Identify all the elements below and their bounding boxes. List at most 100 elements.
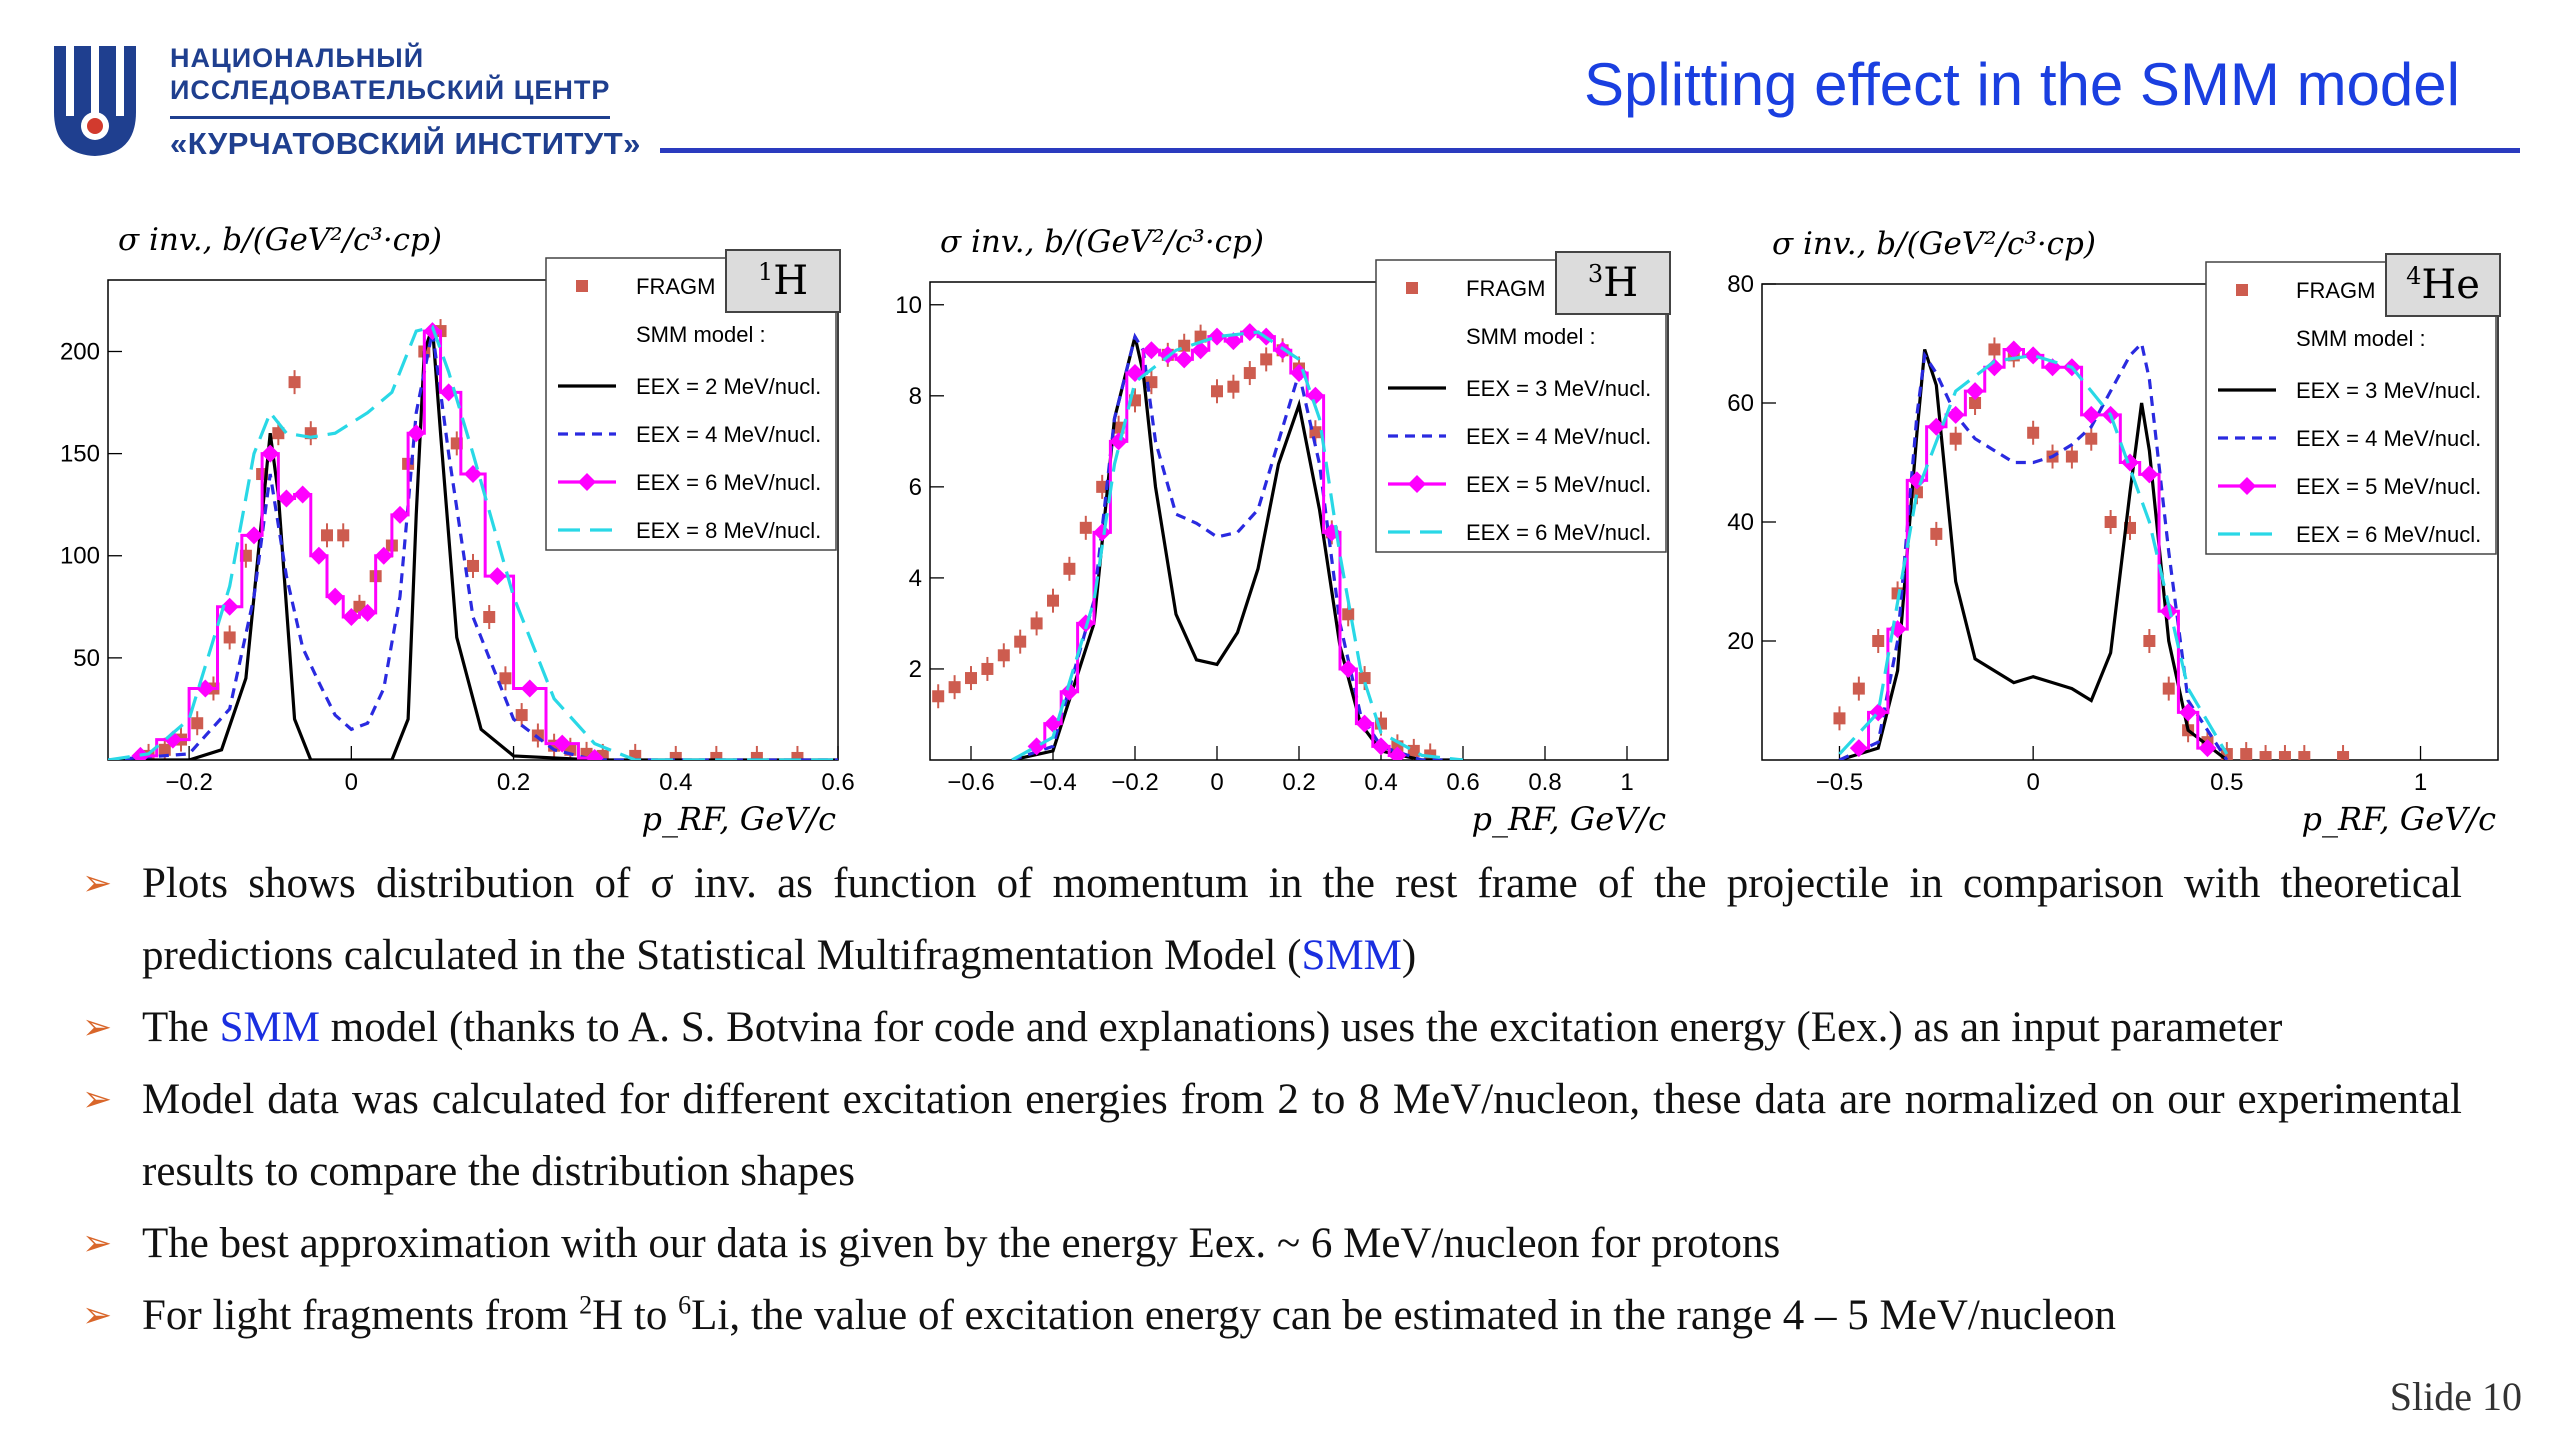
legend-swatch: [2236, 284, 2248, 296]
square-marker: [223, 631, 236, 644]
square-marker: [1342, 608, 1355, 621]
plot-area: [1833, 337, 2350, 760]
x-tick-label: 0.5: [2210, 769, 2243, 796]
square-marker: [1014, 635, 1027, 648]
smm-link[interactable]: SMM: [1301, 932, 1402, 979]
bullet-text: Plots shows distribution of σ inv. as fu…: [142, 860, 2462, 979]
x-tick-label: 0.4: [1364, 769, 1397, 796]
x-tick-label: 0.2: [1282, 769, 1315, 796]
legend-marker: [1408, 475, 1426, 493]
diamond-marker: [1175, 350, 1194, 369]
x-tick-label: 0.6: [821, 769, 854, 796]
diamond-marker: [196, 679, 215, 698]
bullet-text: The best approximation with our data is …: [142, 1220, 1781, 1267]
panel-label: 1H: [758, 258, 808, 304]
arrow-bullet-icon: ➢: [82, 1079, 113, 1120]
series-line: [1838, 340, 2229, 760]
y-tick-label: 80: [1727, 271, 1754, 298]
square-marker: [288, 376, 301, 389]
diamond-marker: [1142, 341, 1161, 360]
panel-label-element: H: [1603, 260, 1638, 306]
legend-label: EEX = 4 MeV/nucl.: [1466, 424, 1651, 449]
mass-number: 6: [678, 1290, 692, 1320]
legend-label: EEX = 2 MeV/nucl.: [636, 374, 821, 399]
legend-label: EEX = 3 MeV/nucl.: [2296, 378, 2481, 403]
diamond-marker: [293, 485, 312, 504]
square-marker: [981, 662, 994, 675]
square-marker: [1063, 562, 1076, 575]
diamond-marker: [1322, 523, 1341, 542]
diamond-marker: [1339, 659, 1358, 678]
square-marker: [750, 751, 763, 760]
diamond-marker: [261, 444, 280, 463]
x-tick-label: 0.6: [1446, 769, 1479, 796]
kurchatov-emblem-icon: [50, 42, 140, 158]
x-tick-label: 0: [2026, 769, 2039, 796]
panel-label: 3H: [1588, 260, 1638, 306]
diamond-marker: [1927, 417, 1946, 436]
square-marker: [158, 743, 171, 756]
panel-label-element: H: [773, 258, 808, 304]
legend-label: EEX = 6 MeV/nucl.: [2296, 522, 2481, 547]
plot-area: [932, 323, 1464, 760]
diamond-marker: [1388, 746, 1407, 760]
chart-1H: 50 100 150 200 −0.2 0 0.2 0.4 0.6 σ inv., b/(GeV²…: [60, 222, 855, 838]
plot-area: [108, 319, 838, 760]
square-marker: [1030, 617, 1043, 630]
diamond-marker: [326, 587, 345, 606]
x-axis-label: p_RF, GeV/c: [1472, 800, 1667, 838]
square-marker: [1096, 480, 1109, 493]
series-line: [108, 325, 838, 760]
smm-link[interactable]: SMM: [219, 1004, 320, 1051]
logo-line-1: НАЦИОНАЛЬНЫЙ: [170, 43, 425, 73]
y-tick-label: 150: [60, 441, 100, 468]
x-tick-label: 0: [1210, 769, 1223, 796]
legend-label: FRAGM: [1466, 276, 1545, 301]
x-tick-label: 0.4: [659, 769, 692, 796]
panel-label: 4He: [2406, 262, 2480, 308]
legend-label: EEX = 4 MeV/nucl.: [2296, 426, 2481, 451]
diamond-marker: [520, 679, 539, 698]
bullet-item: ➢ Plots shows distribution of σ inv. as …: [82, 848, 2462, 992]
slide-title: Splitting effect in the SMM model: [1584, 51, 2460, 118]
diamond-marker: [1907, 471, 1926, 490]
panel-label-box: [2385, 253, 2501, 317]
bullet-text: For light fragments from: [142, 1292, 580, 1339]
square-marker: [1424, 749, 1437, 760]
diamond-marker: [358, 603, 377, 622]
square-marker: [2027, 426, 2040, 439]
title-divider: [660, 148, 2520, 153]
square-marker: [1260, 353, 1273, 366]
legend-swatch: [576, 280, 588, 292]
y-axis-label: σ inv., b/(GeV²/c³·cp): [118, 222, 442, 258]
diamond-marker: [407, 424, 426, 443]
legend-label: EEX = 6 MeV/nucl.: [636, 470, 821, 495]
logo-divider: [170, 116, 610, 119]
panel-label-element: He: [2421, 262, 2480, 308]
y-tick-label: 60: [1727, 390, 1754, 417]
mass-number: 2: [579, 1290, 593, 1320]
diamond-marker: [374, 546, 393, 565]
series-line: [1838, 353, 2229, 756]
square-marker: [932, 690, 945, 703]
arrow-bullet-icon: ➢: [82, 1007, 113, 1048]
y-tick-label: 4: [909, 565, 922, 592]
bullet-text: ): [1401, 932, 1417, 979]
bullet-list: ➢ Plots shows distribution of σ inv. as …: [82, 848, 2462, 1352]
x-tick-label: 0.2: [497, 769, 530, 796]
chart-3H: 2 4 6 8 10 −0.6 −0.4 −0.2 0 0.2 0.4 0.6 0.8 1 σ inv., …: [895, 224, 1671, 838]
y-tick-label: 40: [1727, 509, 1754, 536]
diamond-marker: [1290, 364, 1308, 383]
y-axis-label: σ inv., b/(GeV²/c³·cp): [1772, 226, 2096, 262]
kurchatov-logo: НАЦИОНАЛЬНЫЙ ИССЛЕДОВАТЕЛЬСКИЙ ЦЕНТР «КУ…: [50, 42, 670, 162]
charts-row: 50 100 150 200 −0.2 0 0.2 0.4 0.6 σ inv., b/(GeV²…: [40, 200, 2520, 840]
y-tick-label: 100: [60, 543, 100, 570]
x-tick-label: 1: [2414, 769, 2427, 796]
x-tick-label: −0.2: [1111, 769, 1158, 796]
square-marker: [1852, 682, 1865, 695]
square-marker: [1407, 744, 1420, 757]
legend-label: EEX = 5 MeV/nucl.: [2296, 474, 2481, 499]
bullet-item: ➢ The best approximation with our data i…: [82, 1208, 2462, 1280]
legend-title: SMM model :: [1466, 324, 1596, 349]
square-marker: [948, 681, 961, 694]
